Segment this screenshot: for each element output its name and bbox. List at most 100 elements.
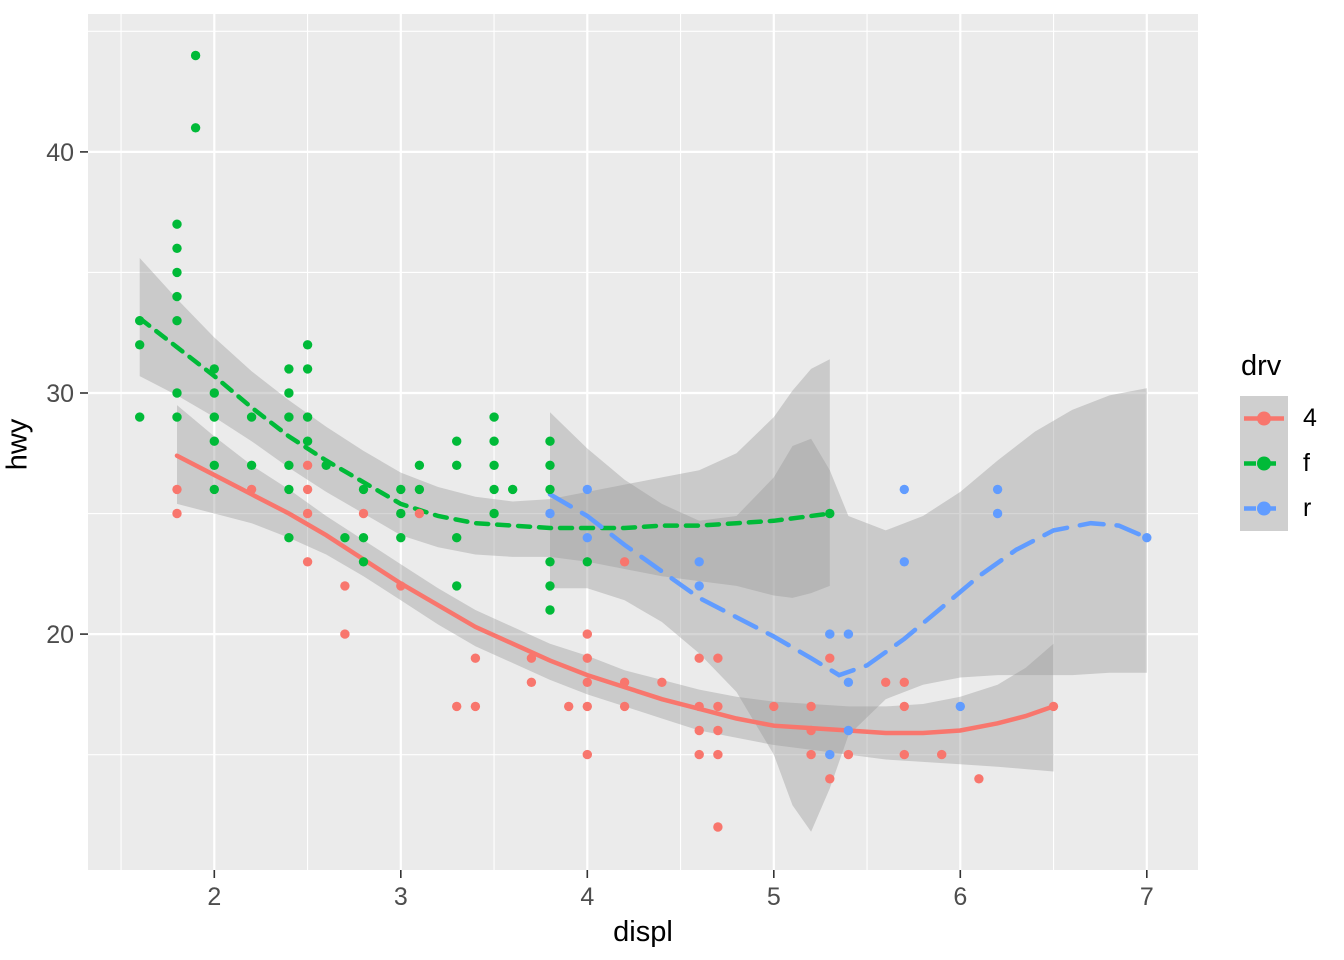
data-point xyxy=(489,412,499,422)
x-tick-labels: 2 3 4 5 6 7 xyxy=(207,883,1153,911)
data-point xyxy=(564,701,574,712)
data-point xyxy=(470,653,481,663)
data-point xyxy=(825,508,835,519)
data-point xyxy=(340,581,350,591)
data-point xyxy=(992,484,1003,495)
confidence-ribbon-4 xyxy=(177,405,1054,772)
points-4 xyxy=(172,460,1059,832)
data-point xyxy=(843,725,854,736)
data-point xyxy=(713,701,723,712)
data-point xyxy=(582,629,592,639)
data-point xyxy=(246,484,257,495)
data-point xyxy=(582,557,592,567)
data-point xyxy=(545,605,555,615)
data-point xyxy=(694,749,704,760)
data-point xyxy=(694,557,704,567)
data-point xyxy=(246,412,257,422)
data-point xyxy=(619,701,630,712)
data-point xyxy=(396,508,406,519)
data-point xyxy=(172,219,182,229)
legend-entry-label: 4 xyxy=(1303,404,1317,432)
data-point xyxy=(619,677,630,687)
data-point xyxy=(1142,533,1152,543)
data-point xyxy=(135,412,145,422)
data-point xyxy=(545,460,555,470)
data-point xyxy=(899,701,909,712)
data-point xyxy=(1048,701,1059,712)
data-point xyxy=(881,677,891,687)
x-tick-label: 6 xyxy=(953,883,967,911)
data-point xyxy=(135,340,145,350)
data-point xyxy=(825,653,835,663)
data-point xyxy=(582,701,592,712)
data-point xyxy=(899,557,909,567)
x-tick-label: 4 xyxy=(580,883,594,911)
smooth-line-r xyxy=(547,492,1150,678)
data-point xyxy=(489,484,499,495)
data-point xyxy=(340,629,350,639)
data-point xyxy=(619,557,630,567)
data-point xyxy=(582,677,592,687)
data-point xyxy=(489,460,499,470)
points-f xyxy=(135,50,835,615)
data-point xyxy=(358,557,369,567)
data-point xyxy=(396,581,406,591)
legend: drv 4 f r xyxy=(1240,350,1317,531)
data-point xyxy=(190,123,201,133)
data-point xyxy=(172,484,182,495)
legend-key-swatch-4 xyxy=(1240,396,1288,441)
data-point xyxy=(843,749,854,760)
data-point xyxy=(694,725,704,736)
data-point xyxy=(526,653,537,663)
data-point xyxy=(302,508,313,519)
data-point xyxy=(545,581,555,591)
points-r xyxy=(545,484,1152,760)
legend-title: drv xyxy=(1241,350,1282,382)
confidence-ribbon-r xyxy=(550,388,1147,832)
data-point xyxy=(806,701,816,712)
data-point xyxy=(209,412,219,422)
legend-entry-f: f xyxy=(1240,441,1317,486)
smooth-line-f xyxy=(137,316,833,531)
data-point xyxy=(657,677,667,687)
data-point xyxy=(470,701,481,712)
data-point xyxy=(582,749,592,760)
data-point xyxy=(955,701,965,712)
data-point xyxy=(582,484,592,495)
data-point xyxy=(694,581,704,591)
data-point xyxy=(452,436,462,446)
data-point xyxy=(396,484,406,495)
plot-panel xyxy=(88,14,1198,870)
data-point xyxy=(825,629,835,639)
data-point xyxy=(843,677,854,687)
y-tick-label: 20 xyxy=(46,621,74,649)
y-tick-labels: 20 30 40 xyxy=(46,139,74,649)
data-point xyxy=(769,701,779,712)
data-point xyxy=(582,653,592,663)
data-point xyxy=(209,484,219,495)
legend-key-swatch-f xyxy=(1240,441,1288,486)
data-point xyxy=(694,701,704,712)
legend-keys: 4 f r xyxy=(1240,396,1317,531)
data-point xyxy=(172,508,182,519)
data-point xyxy=(992,508,1003,519)
data-point xyxy=(172,316,182,326)
data-point xyxy=(825,774,835,784)
data-point xyxy=(713,653,723,663)
data-point xyxy=(302,436,313,446)
data-point xyxy=(694,653,704,663)
legend-entry-4: 4 xyxy=(1240,396,1317,441)
data-point xyxy=(713,822,723,832)
data-point xyxy=(974,774,984,784)
data-point xyxy=(302,364,313,374)
legend-key-swatch-r xyxy=(1240,486,1288,531)
data-point xyxy=(284,364,294,374)
data-point xyxy=(284,484,294,495)
data-point xyxy=(135,316,145,326)
y-tick-label: 30 xyxy=(46,380,74,408)
x-tick-label: 7 xyxy=(1140,883,1154,911)
data-point xyxy=(284,412,294,422)
data-point xyxy=(545,557,555,567)
